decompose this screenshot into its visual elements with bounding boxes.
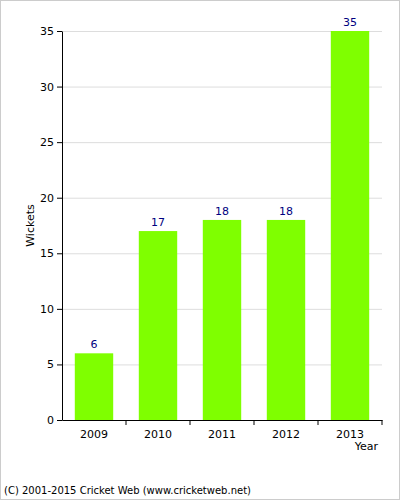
x-separator	[190, 420, 191, 425]
background	[1, 1, 400, 500]
data-label: 6	[91, 338, 98, 351]
y-tick-mark	[57, 309, 62, 310]
y-tick-mark	[57, 87, 62, 88]
y-tick: 35	[40, 25, 62, 38]
data-label: 18	[215, 205, 229, 218]
x-tick: 2013	[336, 420, 364, 441]
x-tick: 2009	[80, 420, 108, 441]
bars	[75, 31, 369, 420]
bar	[267, 220, 305, 420]
x-axis-line	[63, 420, 383, 421]
data-labels: 6 17 18 18 35	[91, 16, 358, 351]
bar	[75, 353, 113, 420]
y-tick-mark	[57, 420, 62, 421]
x-separator	[382, 420, 383, 425]
x-separator	[126, 420, 127, 425]
x-separators	[126, 420, 382, 425]
annotation: (C) 2001-2015 Cricket Web (www.cricketwe…	[4, 485, 251, 496]
y-tick: 15	[40, 247, 62, 260]
bar	[331, 31, 369, 420]
y-tick-label: 30	[40, 81, 54, 94]
x-separator	[254, 420, 255, 425]
x-separator	[318, 420, 319, 425]
plot: 6171818350510152025303520092010201120122…	[40, 16, 383, 441]
y-tick-label: 0	[47, 414, 54, 427]
y-tick-mark	[57, 142, 62, 143]
x-tick: 2010	[144, 420, 172, 441]
y-tick: 25	[40, 136, 62, 149]
data-label: 17	[151, 216, 165, 229]
data-label: 18	[279, 205, 293, 218]
bar	[203, 220, 241, 420]
y-axis-title: Wickets	[24, 204, 37, 247]
y-tick-mark	[57, 31, 62, 32]
y-tick-mark	[57, 364, 62, 365]
grid	[62, 32, 382, 421]
y-tick-label: 15	[40, 247, 54, 260]
x-tick-label: 2011	[208, 428, 236, 441]
bar	[139, 231, 177, 420]
chart: 6171818350510152025303520092010201120122…	[0, 0, 400, 500]
y-tick-mark	[57, 253, 62, 254]
x-tick-label: 2010	[144, 428, 172, 441]
y-tick: 5	[47, 358, 62, 371]
y-tick: 0	[47, 414, 62, 427]
x-tick: 2012	[272, 420, 300, 441]
y-tick-label: 20	[40, 192, 54, 205]
y-axis: 0 5 10 15 20 25 30 35	[40, 25, 63, 427]
y-tick-mark	[57, 198, 62, 199]
y-tick: 30	[40, 81, 62, 94]
y-tick-label: 35	[40, 25, 54, 38]
x-tick-label: 2009	[80, 428, 108, 441]
y-tick-label: 10	[40, 303, 54, 316]
data-label: 35	[343, 16, 357, 29]
x-tick: 2011	[208, 420, 236, 441]
x-tick-label: 2013	[336, 428, 364, 441]
y-axis-line	[62, 32, 63, 421]
y-tick-label: 5	[47, 358, 54, 371]
y-tick: 10	[40, 303, 62, 316]
y-tick-label: 25	[40, 136, 54, 149]
x-axis-title: Year	[354, 440, 379, 453]
x-tick-label: 2012	[272, 428, 300, 441]
y-tick: 20	[40, 192, 62, 205]
x-axis: 2009 2010 2011 2012 2013	[63, 420, 383, 441]
grid-line	[62, 420, 382, 421]
